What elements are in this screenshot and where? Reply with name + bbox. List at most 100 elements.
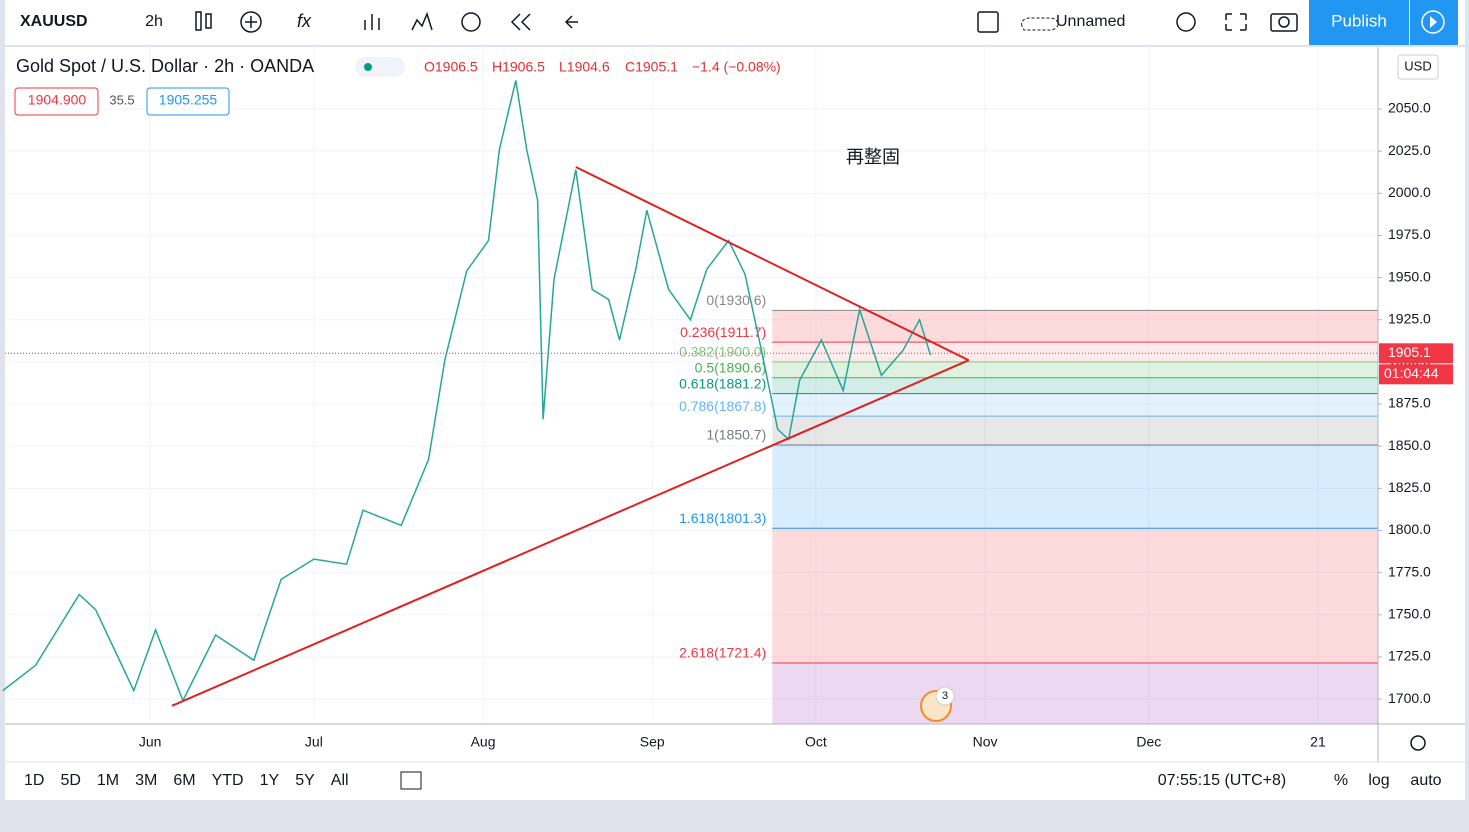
add-icon[interactable] — [245, 16, 257, 28]
y-tick-label: 1875.0 — [1388, 395, 1431, 411]
interval[interactable]: 2h — [145, 13, 163, 30]
symbol[interactable]: XAUUSD — [20, 13, 88, 30]
replay-icon[interactable] — [510, 13, 531, 31]
log-toggle[interactable]: log — [1368, 772, 1389, 789]
toolbar — [5, 0, 1465, 45]
legend-low: L1904.6 — [559, 59, 610, 75]
y-tick-label: 1775.0 — [1388, 563, 1431, 579]
publish-button[interactable] — [1309, 0, 1409, 45]
publish-label[interactable]: Publish — [1331, 11, 1387, 30]
status-pill — [355, 57, 405, 77]
auto-toggle[interactable]: auto — [1410, 772, 1441, 789]
stream-icon — [1421, 10, 1445, 34]
bottom-bar: 1D 5D 1M 3M 6M YTD 1Y 5Y All — [24, 772, 349, 789]
legend-close: C1905.1 — [625, 59, 678, 75]
ask-box[interactable] — [146, 87, 230, 116]
x-tick-label: Jul — [305, 734, 323, 750]
bid-box[interactable] — [14, 87, 99, 116]
legend-title: Gold Spot / U.S. Dollar · 2h · OANDA — [16, 56, 314, 76]
range-button[interactable]: 1D — [24, 772, 44, 789]
x-tick-label: Jun — [139, 734, 162, 750]
y-tick-label: 2000.0 — [1388, 184, 1431, 200]
legend-high: H1906.5 — [492, 59, 545, 75]
plot: 1700.0 1725.0 1750.0 1775.0 1800.0 1825.0 1850… — [2, 47, 1453, 750]
fullscreen-icon[interactable] — [1225, 13, 1247, 31]
goto-date-icon[interactable] — [400, 771, 422, 790]
fib-zone — [772, 377, 1378, 394]
legend-open: O1906.5 — [424, 59, 478, 75]
stream-icon — [1430, 16, 1437, 28]
y-tick-label: 1975.0 — [1388, 226, 1431, 242]
fib-zone — [772, 416, 1378, 446]
fib-zone — [772, 528, 1378, 663]
fib-label: 0(1930.6) — [706, 292, 766, 308]
snapshot-icon[interactable] — [1278, 16, 1290, 28]
y-tick-label: 1950.0 — [1388, 268, 1431, 284]
market-open-dot — [364, 63, 372, 71]
percent-toggle[interactable]: % — [1334, 772, 1348, 789]
legend-change: −1.4 (−0.08%) — [692, 59, 781, 75]
currency[interactable]: USD — [1404, 58, 1431, 73]
bid[interactable]: 1904.900 — [28, 92, 87, 108]
x-tick-label: 21 — [1310, 734, 1326, 750]
x-tick-label: Dec — [1136, 734, 1161, 750]
fib-label: 0.236(1911.7) — [680, 324, 766, 340]
x-tick-label: Nov — [973, 734, 998, 750]
range-button[interactable]: All — [331, 772, 349, 789]
event-count-bg — [935, 686, 955, 706]
event-count: 3 — [942, 690, 948, 702]
fib-zone — [772, 361, 1378, 378]
axis-settings-icon[interactable] — [1410, 735, 1426, 751]
range-button[interactable]: 1M — [97, 772, 119, 789]
fib-zone — [772, 662, 1378, 724]
y-tick-label: 2025.0 — [1388, 142, 1431, 158]
indicator-icon[interactable] — [411, 11, 433, 31]
last-price-box — [1379, 343, 1453, 364]
trendline — [171, 359, 970, 707]
candle-icon[interactable] — [205, 13, 212, 29]
snapshot-icon[interactable] — [1270, 13, 1298, 32]
undo-icon[interactable] — [564, 15, 578, 29]
countdown-label: 01:04:44 — [1384, 365, 1439, 381]
range-button[interactable]: 5D — [60, 772, 80, 789]
fib-zone — [772, 393, 1378, 417]
fib-label: 0.5(1890.6) — [695, 359, 767, 375]
annotation: 再整固 — [846, 147, 900, 167]
range-button[interactable]: 1Y — [260, 772, 280, 789]
candle-icon[interactable] — [195, 11, 202, 31]
x-tick-label: Aug — [471, 734, 496, 750]
y-tick-label: 2050.0 — [1388, 100, 1431, 116]
currency-box[interactable] — [1397, 54, 1439, 80]
add-icon[interactable] — [240, 11, 262, 33]
fx-icon[interactable]: fx — [297, 11, 312, 31]
fib-label: 1(1850.7) — [706, 427, 766, 443]
layout-icon[interactable] — [977, 11, 999, 33]
toolbar-icons — [195, 11, 1298, 33]
fib-label: 0.786(1867.8) — [679, 398, 766, 414]
template-icon[interactable] — [364, 14, 380, 30]
spread: 35.5 — [109, 92, 134, 107]
y-tick-label: 1750.0 — [1388, 605, 1431, 621]
ask[interactable]: 1905.255 — [159, 92, 218, 108]
fib-zone — [772, 445, 1378, 529]
fib-zone — [772, 310, 1378, 343]
fib-zone — [772, 342, 1378, 362]
cloud-icon — [1021, 17, 1059, 31]
range-button[interactable]: 6M — [173, 772, 195, 789]
alert-icon[interactable] — [461, 12, 481, 32]
settings-icon[interactable] — [1176, 12, 1196, 32]
range-button[interactable]: YTD — [212, 772, 244, 789]
y-tick-label: 1700.0 — [1388, 690, 1431, 706]
range-button[interactable]: 3M — [135, 772, 157, 789]
y-tick-label: 1800.0 — [1388, 521, 1431, 537]
x-tick-label: Sep — [640, 734, 665, 750]
trendline — [575, 166, 970, 362]
fib-label: 0.382(1900.0) — [679, 344, 766, 360]
price-line — [2, 80, 932, 703]
fib-label: 0.618(1881.2) — [679, 375, 766, 391]
layout-name[interactable]: Unnamed — [1056, 13, 1125, 30]
countdown-box — [1379, 364, 1453, 385]
range-button[interactable]: 5Y — [295, 772, 315, 789]
